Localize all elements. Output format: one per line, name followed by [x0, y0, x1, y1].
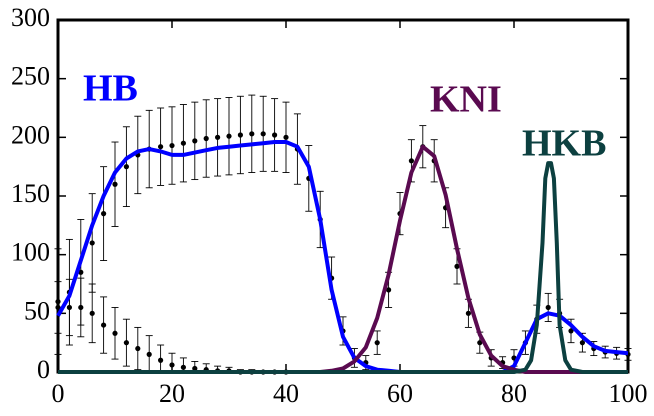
data-point	[89, 240, 95, 246]
data-point	[123, 340, 129, 346]
data-point	[579, 340, 586, 346]
x-tick-label: 60	[387, 379, 413, 408]
data-point	[237, 132, 243, 138]
data-point	[192, 138, 198, 144]
data-point	[386, 287, 392, 293]
data-point	[192, 365, 198, 372]
data-point	[454, 263, 460, 269]
data-point	[55, 304, 61, 311]
data-point	[249, 131, 255, 137]
data-point	[203, 135, 209, 142]
data-point	[101, 211, 107, 217]
data-point	[135, 345, 141, 352]
series-label: HKB	[522, 123, 606, 165]
series-label: HB	[83, 68, 138, 110]
data-point	[477, 340, 483, 346]
data-point	[123, 164, 129, 170]
y-tick-label: 0	[37, 355, 50, 384]
data-point	[158, 357, 164, 363]
data-point	[180, 140, 186, 146]
x-tick-label: 40	[273, 379, 299, 408]
data-point	[66, 304, 72, 311]
data-point	[465, 310, 471, 316]
data-point	[146, 351, 152, 357]
data-point	[272, 132, 278, 138]
series-label: KNI	[430, 79, 502, 121]
data-point	[180, 364, 186, 370]
data-point	[226, 133, 232, 139]
data-point	[169, 362, 175, 368]
data-point	[158, 144, 164, 150]
y-tick-label: 250	[11, 62, 50, 91]
data-point	[112, 330, 118, 336]
data-point	[408, 158, 414, 164]
y-tick-label: 50	[24, 296, 50, 325]
y-tick-label: 200	[11, 120, 50, 149]
data-point	[568, 328, 574, 334]
data-point	[545, 304, 551, 311]
data-point	[283, 134, 289, 140]
data-point	[101, 322, 107, 328]
x-tick-label: 80	[501, 379, 527, 408]
x-tick-label: 20	[159, 379, 185, 408]
curve	[56, 140, 629, 374]
data-point	[215, 134, 221, 140]
curve	[58, 161, 628, 374]
y-tick-label: 100	[11, 238, 50, 267]
data-point	[260, 131, 266, 137]
y-tick-label: 150	[11, 179, 50, 208]
data-point	[169, 142, 175, 149]
y-tick-label: 300	[11, 3, 50, 32]
data-point	[112, 181, 118, 187]
x-tick-label: 0	[52, 379, 65, 408]
x-tick-label: 100	[609, 379, 648, 408]
data-point	[374, 340, 380, 346]
data-point	[78, 304, 84, 311]
data-point	[89, 310, 95, 316]
